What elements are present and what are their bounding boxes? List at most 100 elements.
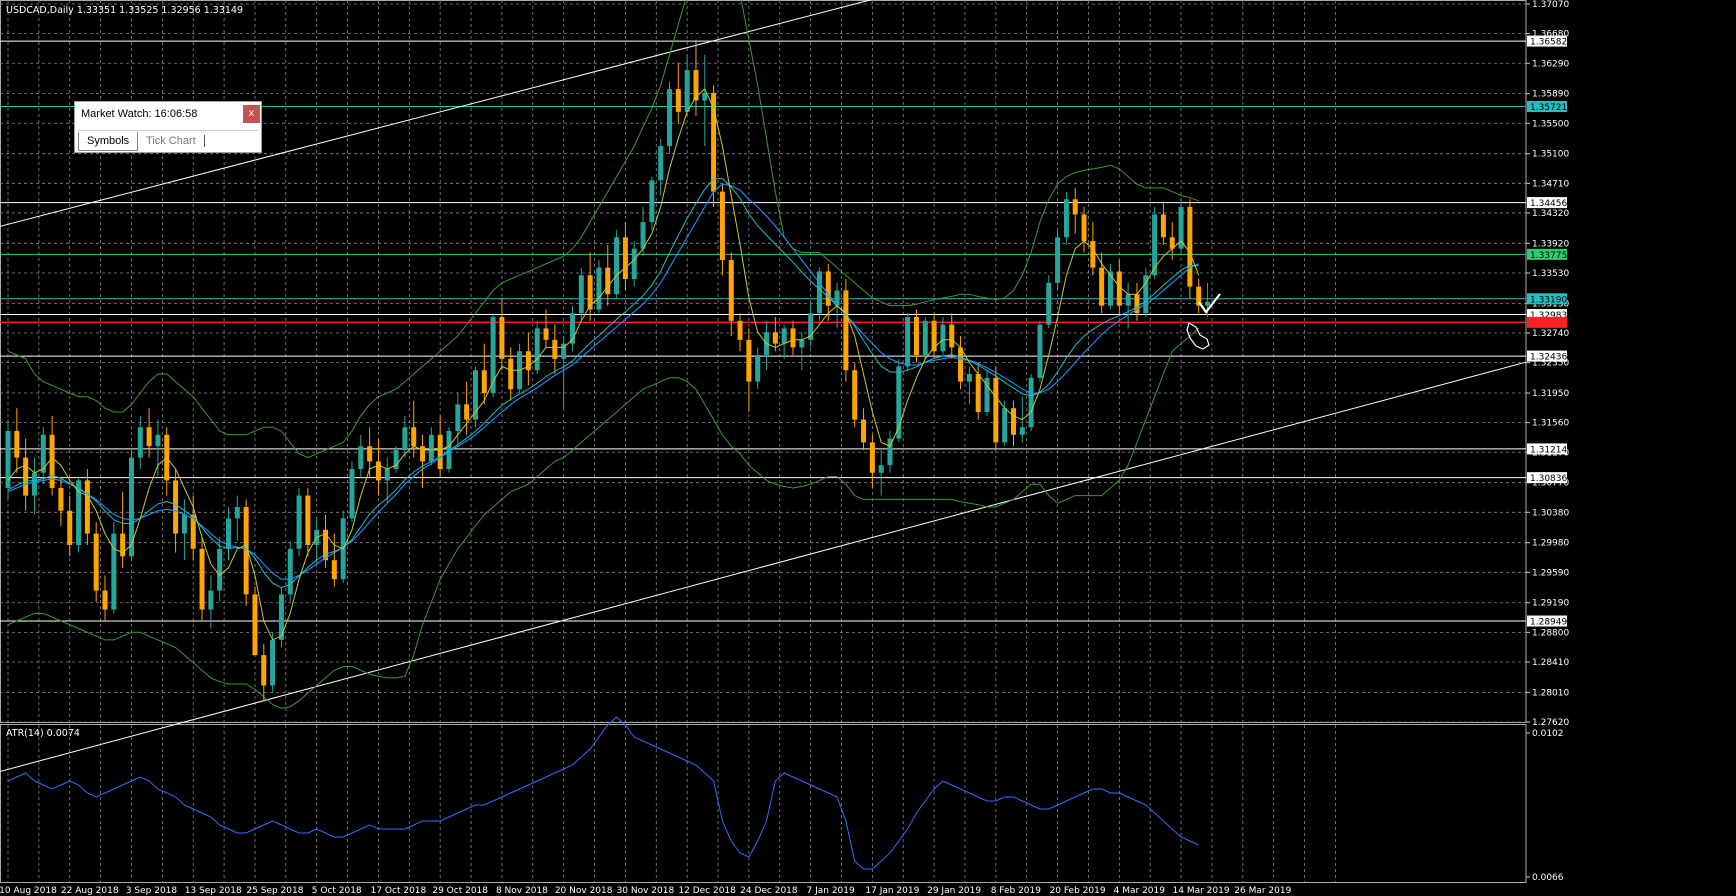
candle-bull [922, 320, 928, 356]
trendline [0, 361, 1527, 772]
time-axis: 10 Aug 2018 22 Aug 2018 3 Sep 2018 13 Sep 2… [0, 886, 1292, 896]
candle-bear [1160, 214, 1166, 238]
candle-bull [816, 271, 822, 314]
candle-bull [428, 434, 434, 462]
candle-bull [1178, 206, 1184, 249]
candle-bear [737, 320, 743, 340]
candle-bull [614, 237, 620, 295]
candle-bear [1116, 271, 1122, 306]
candle-bull [569, 313, 575, 344]
price-tag-bg [1527, 248, 1567, 260]
y-tick-label: 1.28800 [1532, 628, 1569, 638]
y-tick-label: 1.28010 [1532, 688, 1569, 698]
candle-bull [446, 431, 452, 469]
candle-bear [305, 495, 311, 545]
plot-frame [0, 0, 1527, 723]
candle-bear [93, 533, 99, 591]
price-tag-label: 1.33190 [1530, 295, 1567, 305]
candle-bull [270, 639, 276, 686]
candle-bear [790, 328, 796, 348]
horizontal-levels [0, 40, 1526, 622]
candle-bull [472, 370, 478, 420]
close-button[interactable]: x [243, 105, 260, 123]
checkmark-icon [1198, 293, 1221, 314]
price-tag-label: 1.30836 [1530, 474, 1567, 484]
candle-bull [684, 70, 690, 112]
candle-bear [58, 487, 64, 511]
candle-bear [1072, 199, 1078, 215]
y-tick-label: 1.30380 [1532, 508, 1569, 518]
candle-bull [755, 355, 761, 382]
candle-bull [181, 514, 187, 534]
tab-symbols[interactable]: Symbols [78, 132, 139, 151]
price-tag-bg [1527, 443, 1567, 455]
x-tick-label: 29 Oct 2018 [432, 886, 488, 896]
candle-bear [852, 370, 858, 420]
candle-bull [896, 366, 902, 439]
candle-bear [120, 533, 126, 557]
market-watch-title: Market Watch: 16:06:58 [81, 108, 198, 120]
candle-bull [278, 594, 284, 640]
market-watch-panel[interactable]: Market Watch: 16:06:58 x Symbols Tick Ch… [74, 101, 262, 153]
candle-bear [825, 271, 831, 306]
candle-bear [711, 92, 717, 192]
candle-bear [869, 442, 875, 473]
price-tag-label: 1.35721 [1530, 103, 1567, 113]
candle-bull [1125, 294, 1131, 306]
price-tag-bg [1527, 293, 1567, 305]
candle-bear [199, 548, 205, 610]
candle-bear [420, 446, 426, 462]
candle-bear [67, 510, 73, 545]
candle-bear [481, 370, 487, 394]
x-tick-label: 4 Mar 2019 [1114, 886, 1166, 896]
candle-bear [525, 351, 531, 371]
candle-bull [384, 468, 390, 481]
price-tag-label: 1.28949 [1530, 618, 1567, 628]
candle-bull [1055, 237, 1061, 283]
candle-bear [367, 446, 373, 462]
y-tick-label: 1.35890 [1532, 90, 1569, 100]
candle-bull [561, 343, 567, 359]
candle-bull [649, 180, 655, 223]
candle-bull [234, 506, 240, 519]
price-tag-label: 1.34456 [1530, 199, 1567, 209]
y-tick-label: 1.28410 [1532, 658, 1569, 668]
candle-bear [508, 358, 514, 390]
price-tag-label: 1.32983 [1530, 311, 1567, 321]
atr-tick-label: 0.0102 [1532, 729, 1564, 739]
x-tick-label: 10 Aug 2018 [0, 886, 57, 896]
moving-averages [7, 88, 1200, 641]
x-tick-label: 25 Sep 2018 [246, 886, 303, 896]
atr-label: ATR(14) 0.0074 [6, 728, 80, 739]
price-tag-label: 1.32436 [1530, 353, 1567, 363]
candle-bear [975, 374, 981, 413]
candle-bull [667, 89, 672, 147]
tab-tick-chart[interactable]: Tick Chart [146, 135, 196, 147]
x-tick-label: 7 Jan 2019 [807, 886, 855, 896]
y-tick-label: 1.35500 [1532, 119, 1569, 129]
price-tag-bg [1527, 100, 1567, 112]
price-tag-red [1527, 316, 1567, 328]
y-tick-label: 1.36680 [1532, 30, 1569, 40]
candle-bear [622, 237, 628, 280]
candle-bull [966, 374, 972, 382]
tab-separator [204, 135, 205, 147]
candle-bull [208, 590, 214, 610]
candle-bull [1205, 301, 1211, 306]
candle-bear [1010, 408, 1016, 435]
candle-bull [31, 472, 37, 496]
candle-bull [1037, 324, 1043, 378]
y-tick-label: 1.31950 [1532, 389, 1569, 399]
y-tick-label: 1.35100 [1532, 150, 1569, 160]
price-tag-bg [1527, 472, 1567, 484]
atr-tick-label: 0.0066 [1532, 873, 1564, 883]
candle-bull [631, 248, 637, 280]
candle-bear [190, 514, 196, 549]
candle-bear [931, 320, 937, 352]
candle-bull [1152, 214, 1158, 276]
candle-bull [578, 275, 584, 314]
candle-bear [693, 70, 699, 101]
candle-bull [349, 468, 355, 519]
ma-fast-line [7, 88, 1200, 641]
